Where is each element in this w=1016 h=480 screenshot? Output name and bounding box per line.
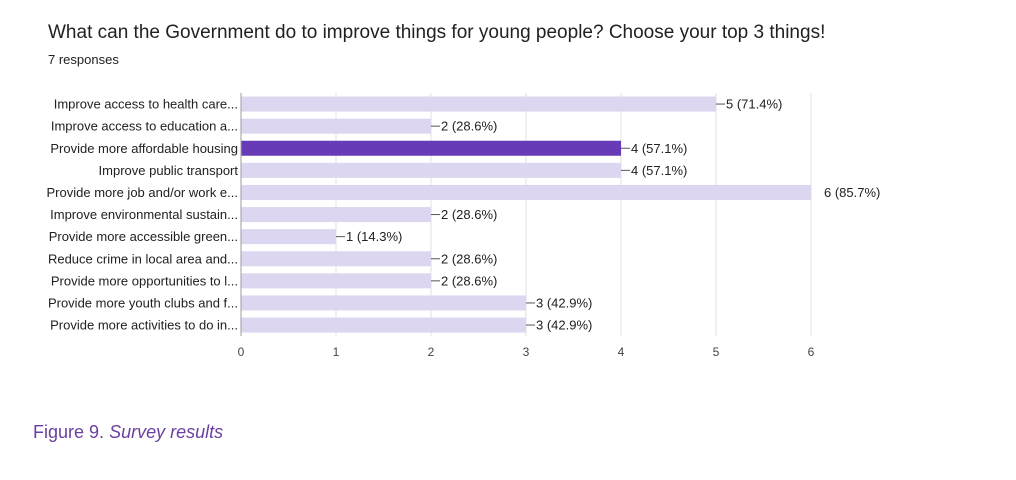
bar: [241, 229, 336, 245]
data-label: 6 (85.7%): [824, 185, 880, 200]
category-label: Improve public transport: [99, 163, 239, 178]
category-label: Provide more youth clubs and f...: [48, 295, 238, 310]
x-tick-label: 4: [618, 345, 625, 359]
category-label: Provide more affordable housing: [50, 141, 238, 156]
data-label: 2 (28.6%): [441, 207, 497, 222]
response-count: 7 responses: [48, 52, 119, 67]
bar: [241, 251, 431, 267]
data-label: 2 (28.6%): [441, 273, 497, 288]
category-label: Provide more accessible green...: [49, 229, 238, 244]
data-label: 2 (28.6%): [441, 119, 497, 134]
bar: [241, 118, 431, 134]
data-label: 1 (14.3%): [346, 229, 402, 244]
bar: [241, 207, 431, 223]
bar: [241, 273, 431, 289]
category-label: Improve access to health care...: [54, 97, 238, 112]
bar: [241, 184, 811, 200]
bar: [241, 140, 621, 156]
category-label: Improve environmental sustain...: [50, 207, 238, 222]
category-label: Reduce crime in local area and...: [48, 251, 238, 266]
bar-chart: 0 1 2 3 4 5 6 Improve access to health care... 5…: [47, 93, 880, 359]
category-label: Improve access to education a...: [51, 119, 238, 134]
figure-caption-text: Survey results: [109, 422, 224, 442]
chart-title: What can the Government do to improve th…: [48, 22, 826, 43]
x-tick-label: 1: [333, 345, 340, 359]
category-label: Provide more activities to do in...: [50, 318, 238, 333]
category-label: Provide more opportunities to l...: [51, 273, 238, 288]
data-label: 3 (42.9%): [536, 295, 592, 310]
x-tick-label: 2: [428, 345, 435, 359]
figure-caption-label: Figure 9.: [33, 422, 105, 442]
bar: [241, 162, 621, 178]
data-label: 4 (57.1%): [631, 141, 687, 156]
x-tick-label: 6: [808, 345, 815, 359]
data-label: 2 (28.6%): [441, 251, 497, 266]
category-label: Provide more job and/or work e...: [47, 185, 238, 200]
figure-caption: Figure 9. Survey results: [33, 422, 223, 443]
data-label: 5 (71.4%): [726, 97, 782, 112]
bar: [241, 96, 716, 112]
data-label: 4 (57.1%): [631, 163, 687, 178]
x-tick-label: 3: [523, 345, 530, 359]
x-tick-label: 5: [713, 345, 720, 359]
bar: [241, 317, 526, 333]
bar: [241, 295, 526, 311]
data-label: 3 (42.9%): [536, 318, 592, 333]
x-tick-label: 0: [238, 345, 245, 359]
